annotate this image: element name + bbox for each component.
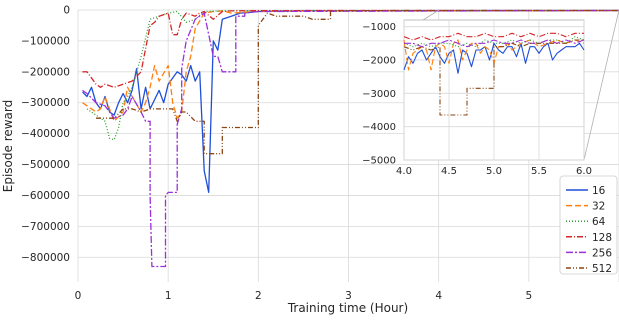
inset-x-tick-label: 5.5 (531, 166, 547, 177)
main-series-line-64 (86, 9, 619, 141)
x-axis-label: Training time (Hour) (287, 301, 408, 315)
legend-label-32: 32 (592, 201, 605, 213)
inset-y-tick-label: −2000 (362, 56, 396, 67)
inset-series-line-512 (403, 39, 584, 116)
inset-tick-labels: 4.0 4.5 5.0 5.5 6.0 −1000 −2000 −3000 −4000 −5000 (362, 22, 592, 177)
main-y-tick-label: −500000 (21, 159, 70, 171)
main-series (82, 9, 619, 268)
main-y-tick-label: −700000 (21, 221, 70, 233)
main-x-tick-label: 2 (255, 290, 262, 302)
main-y-tick-label: −100000 (21, 35, 70, 47)
inset-series-line-256 (404, 39, 585, 48)
zoom-connector-right (583, 9, 619, 161)
inset-x-tick-label: 4.5 (441, 166, 457, 177)
main-x-tick-label: 1 (165, 290, 172, 302)
inset-y-tick-label: −3000 (362, 89, 396, 100)
legend-label-128: 128 (592, 232, 612, 244)
inset-plot: 4.0 4.5 5.0 5.5 6.0 −1000 −2000 −3000 −4000 −5000 (362, 19, 592, 177)
main-series-line-32 (82, 9, 619, 122)
main-y-tick-label: −300000 (21, 97, 70, 109)
inset-x-tick-label: 5.0 (486, 166, 502, 177)
inset-x-tick-label: 6.0 (576, 166, 592, 177)
main-x-tick-label: 0 (75, 290, 82, 302)
main-y-tick-label: −800000 (21, 252, 70, 264)
main-tick-labels: 0 1 2 3 4 5 0 −100000 −200000 −300000 −400000 −5000… (21, 5, 532, 303)
main-y-tick-label: 0 (63, 5, 70, 17)
inset-x-tick-label: 4.0 (396, 166, 412, 177)
main-x-tick-label: 5 (525, 290, 532, 302)
main-series-line-512 (96, 9, 619, 155)
legend-box (559, 175, 618, 275)
inset-series-line-128 (403, 32, 584, 41)
inset-y-tick-label: −5000 (362, 156, 396, 167)
main-x-tick-label: 4 (435, 290, 442, 302)
legend-label-16: 16 (592, 185, 606, 197)
main-y-tick-label: −600000 (21, 190, 70, 202)
legend: 16 32 64 128 256 512 (559, 175, 618, 275)
inset-y-tick-label: −1000 (362, 22, 396, 33)
legend-label-64: 64 (592, 216, 606, 228)
main-y-tick-label: −400000 (21, 128, 70, 140)
main-series-line-128 (82, 9, 619, 88)
y-axis-label: Episode reward (1, 100, 15, 193)
main-x-tick-label: 3 (345, 290, 352, 302)
legend-label-512: 512 (592, 263, 612, 275)
inset-series-line-16 (403, 42, 585, 74)
main-y-tick-label: −200000 (21, 66, 70, 78)
main-series-line-256 (82, 9, 619, 268)
inset-y-tick-label: −4000 (362, 122, 396, 133)
legend-label-256: 256 (592, 247, 612, 259)
inset-series (403, 32, 585, 116)
